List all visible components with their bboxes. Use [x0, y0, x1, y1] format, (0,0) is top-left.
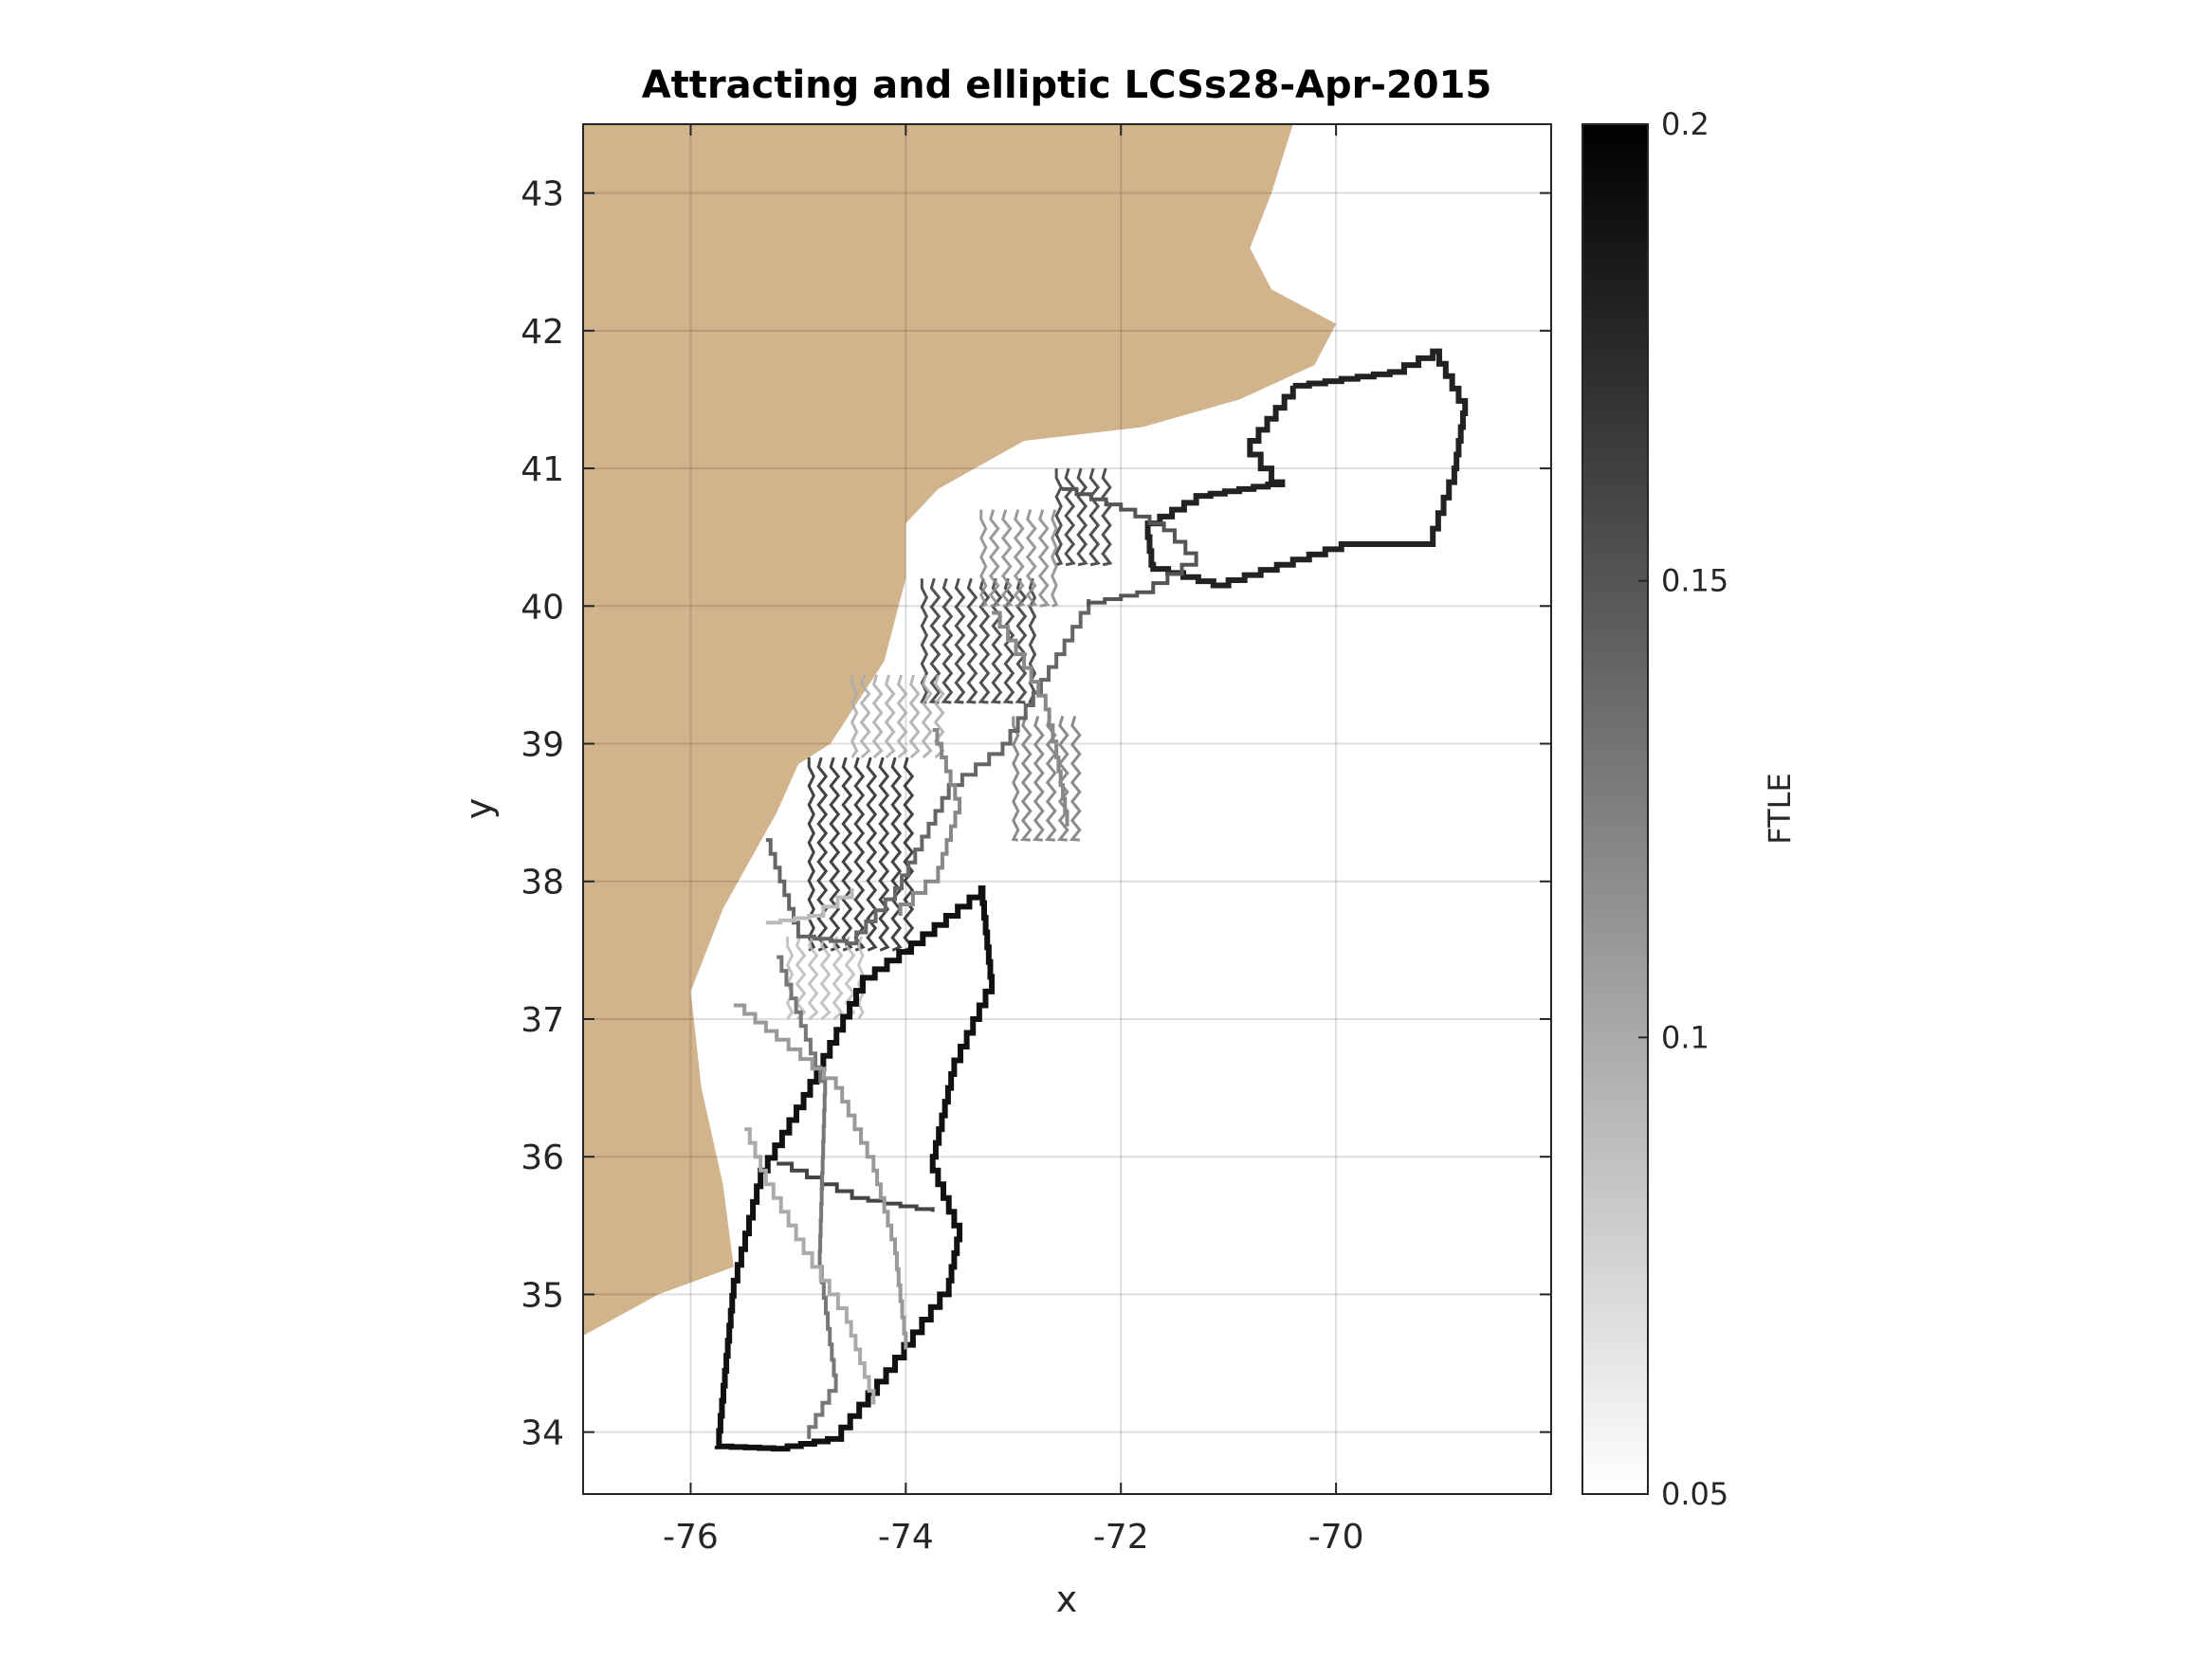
- ftle-ridge: [896, 674, 908, 759]
- ftle-ridge: [807, 936, 819, 1021]
- ftle-ridge: [903, 757, 915, 952]
- ftle-ridge: [890, 757, 903, 952]
- colorbar-tick-label: 0.1: [1661, 1019, 1709, 1055]
- x-axis-label: x: [1056, 1578, 1078, 1620]
- colorbar-tick-label: 0.2: [1661, 106, 1709, 142]
- colorbar-ticks: 0.05 0.1 0.15 0.2: [1638, 106, 1728, 1512]
- y-tick-label: 38: [521, 864, 564, 902]
- ftle-ridge: [979, 509, 988, 608]
- ftle-ridge: [884, 674, 896, 759]
- ftle-ridge: [908, 674, 921, 759]
- ftle-ridge: [1054, 468, 1064, 567]
- land-layer: [583, 124, 1337, 1494]
- lcs-curve: [765, 888, 854, 925]
- ftle-ridge: [871, 674, 884, 759]
- ftle-ridge: [1013, 509, 1026, 608]
- lcs-curve: [765, 599, 1091, 946]
- ftle-ridge: [1032, 716, 1045, 842]
- colorbar-label: FTLE: [1762, 773, 1798, 844]
- ftle-ridge: [1051, 509, 1059, 608]
- plot-frame: [582, 123, 1552, 1495]
- colorbar-tick-label: 0.15: [1661, 563, 1728, 599]
- x-tick-label: -76: [663, 1518, 719, 1557]
- colorbar-gradient: [1581, 123, 1649, 1495]
- y-tick-label: 40: [521, 588, 564, 627]
- y-tick-label: 42: [521, 313, 564, 352]
- ftle-ridge: [941, 577, 954, 704]
- ftle-patch: [1054, 467, 1113, 567]
- y-axis-label: y: [458, 798, 500, 820]
- ftle-ridge: [933, 674, 945, 759]
- ftle-ridge: [988, 509, 1001, 608]
- ftle-ridge: [1101, 467, 1113, 567]
- lcs-curve: [714, 885, 996, 1452]
- y-tick-label: 39: [521, 726, 564, 765]
- ftle-ridge: [1002, 577, 1015, 704]
- ftle-ridge: [785, 936, 795, 1020]
- ftle-ridge: [1025, 509, 1038, 608]
- x-tick-label: -70: [1308, 1518, 1364, 1557]
- ftle-ridge: [1088, 467, 1101, 567]
- ftle-ridge: [920, 578, 929, 704]
- x-tick-label: -72: [1093, 1518, 1149, 1557]
- ftle-ridge: [795, 936, 807, 1021]
- lcs-curve: [898, 727, 962, 917]
- ftle-ridge: [978, 577, 991, 704]
- ftle-ridge: [1000, 509, 1014, 608]
- ftle-ridge: [1037, 509, 1051, 608]
- chart-title: Attracting and elliptic LCSs28-Apr-2015: [642, 64, 1492, 107]
- ftle-ridge: [1019, 716, 1033, 842]
- ftle-ridge: [829, 757, 841, 952]
- ftle-ridge: [832, 936, 844, 1021]
- plot-area: [582, 123, 1552, 1495]
- ftle-ridge: [878, 757, 890, 952]
- ftle-ridge: [816, 757, 829, 952]
- grid-layer: [583, 124, 1551, 1494]
- ftle-ridge: [866, 757, 878, 952]
- ftle-layer: [714, 348, 1469, 1452]
- tick-mark-layer: [583, 124, 1551, 1494]
- ftle-ridge: [819, 936, 832, 1021]
- lcs-curve: [777, 1161, 935, 1212]
- ftle-patch: [807, 757, 915, 952]
- lcs-curve: [1061, 486, 1198, 607]
- x-axis: -76 -74 -72 -70: [663, 1518, 1363, 1557]
- lcs-curve: [733, 1003, 908, 1350]
- ftle-ridge: [853, 757, 866, 952]
- ftle-ridge: [1069, 716, 1082, 842]
- x-tick-label: -74: [878, 1518, 934, 1557]
- ftle-ridge: [928, 577, 941, 704]
- y-tick-label: 34: [521, 1414, 564, 1453]
- y-tick-label: 43: [521, 175, 564, 214]
- ftle-ridge: [807, 757, 816, 952]
- colorbar-tick-label: 0.05: [1661, 1476, 1728, 1512]
- lcs-curve: [1144, 348, 1469, 589]
- ftle-ridge: [1076, 467, 1088, 567]
- ftle-ridge: [990, 577, 1003, 704]
- ftle-ridge: [953, 577, 966, 704]
- ftle-ridge: [1011, 716, 1020, 842]
- ftle-patch: [850, 674, 945, 759]
- ftle-ridge: [859, 674, 871, 759]
- colorbar: 0.05 0.1 0.15 0.2 FTLE: [1581, 106, 1798, 1512]
- ftle-ridge: [850, 674, 859, 758]
- lcs-curve: [777, 955, 838, 1439]
- y-tick-label: 35: [521, 1276, 564, 1315]
- y-tick-label: 36: [521, 1139, 564, 1177]
- ftle-ridge: [965, 577, 978, 704]
- lcs-curve: [744, 1127, 876, 1405]
- land-area: [583, 124, 1337, 1494]
- ftle-ridge: [1064, 467, 1076, 567]
- ftle-ridge: [921, 674, 933, 759]
- ftle-patch: [979, 509, 1059, 608]
- lcs-curve: [992, 611, 1069, 827]
- y-axis: 34 35 36 37 38 39 40 41 42 43: [521, 175, 564, 1453]
- y-tick-label: 41: [521, 450, 564, 489]
- y-tick-label: 37: [521, 1001, 564, 1040]
- ftle-ridge: [841, 757, 853, 952]
